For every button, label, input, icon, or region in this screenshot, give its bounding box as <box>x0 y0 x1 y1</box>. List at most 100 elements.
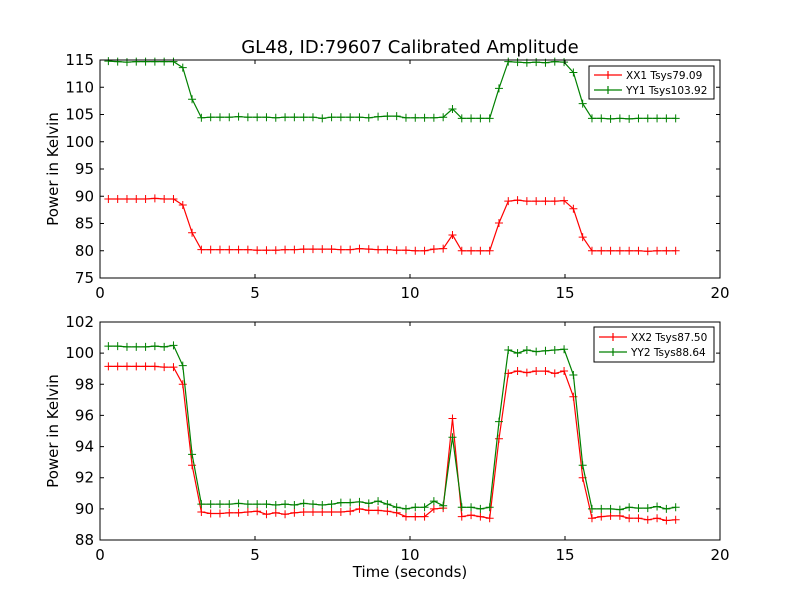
data-point <box>457 503 466 512</box>
data-point <box>225 500 234 509</box>
data-point <box>132 362 141 371</box>
data-point <box>113 362 122 371</box>
data-point <box>420 113 429 122</box>
data-point <box>225 508 234 517</box>
data-point <box>243 507 252 516</box>
data-point <box>355 497 364 506</box>
data-point <box>364 499 373 508</box>
data-point <box>188 95 197 104</box>
data-point <box>150 57 159 66</box>
data-point <box>243 500 252 509</box>
y-tick-label: 90 <box>75 187 94 205</box>
data-point <box>104 342 113 351</box>
data-point <box>532 197 541 206</box>
data-point <box>355 244 364 253</box>
data-point <box>541 367 550 376</box>
data-point <box>550 57 559 66</box>
data-point <box>299 507 308 516</box>
data-point <box>281 510 290 519</box>
data-point <box>476 512 485 521</box>
y-tick-label: 90 <box>75 500 94 518</box>
data-point <box>615 505 624 514</box>
data-point <box>448 414 457 423</box>
data-point <box>467 511 476 520</box>
data-point <box>141 342 150 351</box>
legend-label: YY1 Tsys103.92 <box>625 85 707 97</box>
data-point <box>346 498 355 507</box>
data-point <box>401 504 410 513</box>
data-point <box>587 514 596 523</box>
y-tick-label: 88 <box>75 531 94 549</box>
data-point <box>653 114 662 123</box>
x-tick-label: 10 <box>400 284 419 302</box>
x-tick-label: 0 <box>95 546 105 564</box>
data-point <box>281 113 290 122</box>
data-point <box>364 113 373 122</box>
data-point <box>346 507 355 516</box>
data-point <box>494 417 503 426</box>
data-point <box>653 246 662 255</box>
x-tick-label: 20 <box>710 546 729 564</box>
data-point <box>485 246 494 255</box>
data-point <box>606 504 615 513</box>
data-point <box>188 450 197 459</box>
legend-swatch <box>599 333 627 341</box>
legend-frame <box>588 65 715 100</box>
data-point <box>234 508 243 517</box>
data-point <box>364 245 373 254</box>
data-point <box>504 57 513 66</box>
data-point <box>634 514 643 523</box>
data-point <box>336 113 345 122</box>
data-point <box>476 114 485 123</box>
data-point <box>429 497 438 506</box>
data-point <box>615 114 624 123</box>
data-point <box>485 514 494 523</box>
data-point <box>308 245 317 254</box>
data-point <box>253 246 262 255</box>
data-point <box>467 114 476 123</box>
data-point <box>420 503 429 512</box>
data-point <box>411 113 420 122</box>
y-axis-label: Power in Kelvin <box>44 374 62 488</box>
data-point <box>374 497 383 506</box>
data-point <box>327 500 336 509</box>
legend-swatch <box>599 348 627 356</box>
data-point <box>308 507 317 516</box>
data-point <box>643 247 652 256</box>
data-point <box>160 342 169 351</box>
data-point <box>122 194 131 203</box>
data-point <box>374 506 383 515</box>
data-point <box>364 506 373 515</box>
data-point <box>132 57 141 66</box>
data-point <box>169 341 178 350</box>
data-point <box>336 507 345 516</box>
data-point <box>346 245 355 254</box>
data-point <box>625 246 634 255</box>
data-point <box>662 504 671 513</box>
y-axis-label: Power in Kelvin <box>44 112 62 226</box>
data-point <box>318 114 327 123</box>
data-point <box>113 57 122 66</box>
data-point <box>392 246 401 255</box>
data-point <box>420 512 429 521</box>
y-tick-label: 115 <box>65 51 94 69</box>
data-point <box>643 114 652 123</box>
data-point <box>457 114 466 123</box>
data-point <box>299 113 308 122</box>
data-point <box>104 57 113 66</box>
data-point <box>141 194 150 203</box>
data-point <box>569 370 578 379</box>
data-point <box>150 194 159 203</box>
data-point <box>290 508 299 517</box>
data-point <box>578 99 587 108</box>
data-point <box>625 503 634 512</box>
data-point <box>457 512 466 521</box>
data-point <box>383 507 392 516</box>
x-tick-label: 5 <box>250 546 260 564</box>
data-point <box>401 512 410 521</box>
data-point <box>467 246 476 255</box>
data-point <box>290 500 299 509</box>
data-point <box>281 245 290 254</box>
data-point <box>178 200 187 209</box>
data-point <box>606 114 615 123</box>
